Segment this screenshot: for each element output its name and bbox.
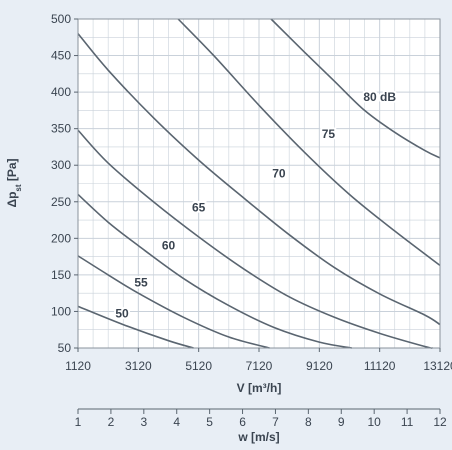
curve-80-db: [270, 18, 441, 159]
y-tick-label: 300: [51, 158, 71, 172]
y-tick-label: 500: [51, 12, 71, 26]
x-tick-label: 7120: [246, 359, 273, 373]
y-tick-label: 450: [51, 49, 71, 63]
velocity-tick-label: 11: [401, 415, 414, 429]
curve-70: [77, 33, 441, 326]
y-tick-label: 100: [51, 304, 71, 318]
curve-label-70: 70: [272, 167, 286, 181]
curve-75: [177, 18, 441, 267]
curve-55: [77, 255, 270, 349]
velocity-tick-label: 8: [305, 415, 312, 429]
y-tick-label: 350: [51, 122, 71, 136]
velocity-axis: 1 2 3 4 5 6 7 8 9 10 11 12: [75, 408, 447, 429]
curve-label-65: 65: [192, 200, 206, 214]
y-tick-label: 400: [51, 85, 71, 99]
x-tick-label: 11120: [364, 359, 396, 373]
velocity-tick-label: 12: [433, 415, 447, 429]
velocity-tick-label: 7: [272, 415, 279, 429]
x-tick-label: 1120: [65, 359, 91, 373]
curve-label-60: 60: [162, 238, 176, 252]
velocity-tick-label: 9: [338, 415, 345, 429]
y-tick-label: 150: [51, 268, 71, 282]
y-tick-label: 200: [51, 231, 71, 245]
velocity-tick-label: 2: [108, 415, 115, 429]
curve-label-50: 50: [115, 306, 129, 320]
curve-label-80-db: 80 dB: [363, 90, 396, 104]
velocity-axis-label: w [m/s]: [237, 430, 279, 444]
curve-label-75: 75: [322, 127, 336, 141]
x-tick-label: 5120: [185, 359, 212, 373]
velocity-tick-label: 10: [368, 415, 382, 429]
x-tick-label: 13120: [423, 359, 452, 373]
y-tick-label: 250: [51, 195, 71, 209]
x-tick-label: 9120: [306, 359, 333, 373]
curves: [77, 18, 441, 349]
curve-labels: 50 55 60 65 70 75 80 dB: [113, 88, 398, 322]
velocity-tick-label: 4: [173, 415, 180, 429]
x-axis-label: V [m³/h]: [237, 381, 282, 395]
y-axis-label: Δpst [Pa]: [5, 158, 23, 207]
x-tick-label: 3120: [125, 359, 152, 373]
y-tick-label: 50: [58, 341, 72, 355]
curve-65: [77, 129, 433, 349]
velocity-tick-label: 5: [206, 415, 213, 429]
curve-50: [77, 305, 194, 349]
velocity-tick-label: 3: [140, 415, 147, 429]
velocity-tick-label: 6: [239, 415, 246, 429]
curve-label-55: 55: [134, 276, 148, 290]
curve-60: [77, 193, 353, 349]
axes: 50 100 150 200 250 300 350 400 450 500 1120 3120 512…: [51, 12, 452, 373]
velocity-tick-label: 1: [75, 415, 82, 429]
